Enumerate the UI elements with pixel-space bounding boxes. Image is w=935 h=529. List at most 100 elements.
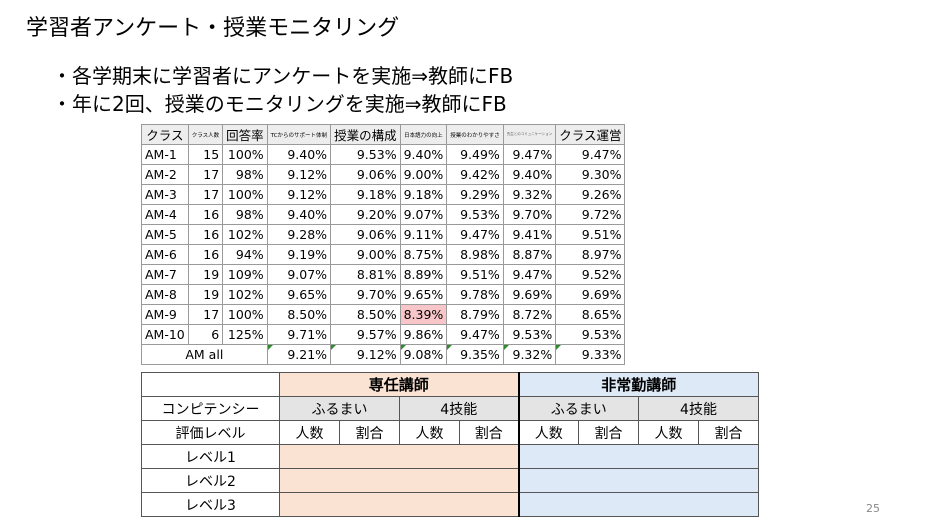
- survey-header-row: クラス クラス人数 回答率 TCからのサポート体制 授業の構成 日本語力の向上 …: [141, 124, 626, 145]
- data-cell: 9.72%: [555, 204, 626, 225]
- data-cell: 102%: [222, 284, 268, 305]
- data-cell: 8.87%: [502, 244, 557, 265]
- competency-behavior: ふるまい: [517, 396, 639, 421]
- fulltime-cell: [279, 444, 520, 469]
- class-name-cell: AM-1: [141, 144, 189, 165]
- table-row: AM-9 17 100% 8.50% 8.50% 8.39% 8.79% 8.72% 8.65%: [141, 304, 626, 325]
- eval-level-row: レベル3: [141, 492, 759, 517]
- fulltime-cell: [279, 468, 520, 493]
- data-cell: 9.12%: [266, 164, 332, 185]
- data-cell: 8.50%: [266, 304, 332, 325]
- data-cell: 9.47%: [446, 324, 504, 345]
- data-cell: 9.26%: [555, 184, 626, 205]
- data-cell: 9.07%: [266, 264, 332, 285]
- data-cell: 109%: [222, 264, 268, 285]
- subcol-count: 人数: [638, 420, 699, 445]
- data-cell: 9.69%: [502, 284, 557, 305]
- data-cell: 98%: [222, 164, 268, 185]
- survey-total-row: AM all 9.21% 9.12% 9.08% 9.35% 9.32% 9.3…: [141, 344, 626, 365]
- data-cell: 9.70%: [330, 284, 401, 305]
- parttime-cell: [517, 492, 759, 517]
- parttime-cell: [517, 444, 759, 469]
- data-cell: 9.19%: [266, 244, 332, 265]
- total-label: AM all: [141, 344, 268, 365]
- data-cell: 9.69%: [555, 284, 626, 305]
- subcol-count: 人数: [517, 420, 579, 445]
- data-cell: 94%: [222, 244, 268, 265]
- data-cell: 8.98%: [446, 244, 504, 265]
- data-cell: 102%: [222, 224, 268, 245]
- competency-label: コンピテンシー: [141, 396, 280, 421]
- class-name-cell: AM-2: [141, 164, 189, 185]
- data-cell: 9.71%: [266, 324, 332, 345]
- subcol-count: 人数: [279, 420, 340, 445]
- class-name-cell: AM-5: [141, 224, 189, 245]
- data-cell: 9.32%: [502, 184, 557, 205]
- data-cell: 9.42%: [446, 164, 504, 185]
- col-header-size: クラス人数: [187, 124, 224, 145]
- eval-corner: [141, 372, 280, 397]
- data-cell: 8.75%: [399, 244, 448, 265]
- data-cell: 16: [187, 224, 224, 245]
- data-cell: 9.57%: [330, 324, 401, 345]
- col-header-response: 回答率: [222, 124, 268, 145]
- table-row: AM-6 16 94% 9.19% 9.00% 8.75% 8.98% 8.87% 8.97%: [141, 244, 626, 265]
- col-header-class: クラス: [141, 124, 189, 145]
- eval-level-row: レベル2: [141, 468, 759, 493]
- total-cell: 9.21%: [266, 344, 332, 365]
- data-cell: 9.53%: [555, 324, 626, 345]
- data-cell: 9.12%: [266, 184, 332, 205]
- data-cell: 9.30%: [555, 164, 626, 185]
- data-cell: 9.70%: [502, 204, 557, 225]
- data-cell: 8.79%: [446, 304, 504, 325]
- data-cell: 9.07%: [399, 204, 448, 225]
- survey-body: AM-1 15 100% 9.40% 9.53% 9.40% 9.49% 9.47% 9.47%…: [141, 144, 626, 345]
- level-name: レベル3: [141, 492, 280, 517]
- data-cell: 9.00%: [330, 244, 401, 265]
- group-fulltime: 専任講師: [279, 372, 520, 397]
- data-cell: 8.97%: [555, 244, 626, 265]
- class-name-cell: AM-3: [141, 184, 189, 205]
- competency-skills: 4技能: [399, 396, 520, 421]
- table-row: AM-2 17 98% 9.12% 9.06% 9.00% 9.42% 9.40% 9.30%: [141, 164, 626, 185]
- bullet-item: ・年に2回、授業のモニタリングを実施⇒教師にFB: [52, 92, 507, 116]
- class-name-cell: AM-8: [141, 284, 189, 305]
- col-header-support: TCからのサポート体制: [266, 124, 332, 145]
- data-cell: 9.78%: [446, 284, 504, 305]
- table-row: AM-5 16 102% 9.28% 9.06% 9.11% 9.47% 9.41% 9.51%: [141, 224, 626, 245]
- eval-group-row: 専任講師 非常勤講師: [141, 372, 759, 397]
- data-cell: 16: [187, 244, 224, 265]
- eval-competency-row: コンピテンシー ふるまい 4技能 ふるまい 4技能: [141, 396, 759, 421]
- table-row: AM-10 6 125% 9.71% 9.57% 9.86% 9.47% 9.53% 9.53%: [141, 324, 626, 345]
- data-cell: 19: [187, 284, 224, 305]
- data-cell: 19: [187, 264, 224, 285]
- data-cell: 8.50%: [330, 304, 401, 325]
- data-cell: 9.49%: [446, 144, 504, 165]
- data-cell: 9.52%: [555, 264, 626, 285]
- data-cell: 9.29%: [446, 184, 504, 205]
- data-cell: 9.53%: [446, 204, 504, 225]
- class-name-cell: AM-7: [141, 264, 189, 285]
- data-cell: 9.40%: [266, 204, 332, 225]
- parttime-cell: [517, 468, 759, 493]
- data-cell: 9.06%: [330, 164, 401, 185]
- level-name: レベル1: [141, 444, 280, 469]
- table-row: AM-7 19 109% 9.07% 8.81% 8.89% 9.51% 9.47% 9.52%: [141, 264, 626, 285]
- competency-skills: 4技能: [638, 396, 759, 421]
- survey-table: クラス クラス人数 回答率 TCからのサポート体制 授業の構成 日本語力の向上 …: [141, 124, 626, 365]
- data-cell: 16: [187, 204, 224, 225]
- data-cell: 9.41%: [502, 224, 557, 245]
- col-header-management: クラス運営: [555, 124, 626, 145]
- class-name-cell: AM-4: [141, 204, 189, 225]
- data-cell: 8.72%: [502, 304, 557, 325]
- page-number: 25: [866, 502, 880, 515]
- subcol-ratio: 割合: [459, 420, 520, 445]
- data-cell: 6: [187, 324, 224, 345]
- data-cell: 9.40%: [266, 144, 332, 165]
- data-cell: 9.00%: [399, 164, 448, 185]
- level-label: 評価レベル: [141, 420, 280, 445]
- data-cell: 9.28%: [266, 224, 332, 245]
- data-cell: 17: [187, 304, 224, 325]
- data-cell: 100%: [222, 304, 268, 325]
- data-cell: 100%: [222, 184, 268, 205]
